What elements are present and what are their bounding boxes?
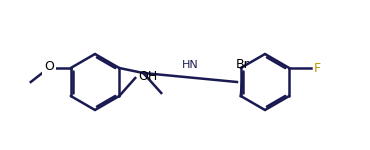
Text: OH: OH <box>138 69 158 82</box>
Text: F: F <box>314 61 322 75</box>
Text: O: O <box>44 60 54 74</box>
Text: Br: Br <box>236 58 250 71</box>
Text: HN: HN <box>182 60 198 69</box>
